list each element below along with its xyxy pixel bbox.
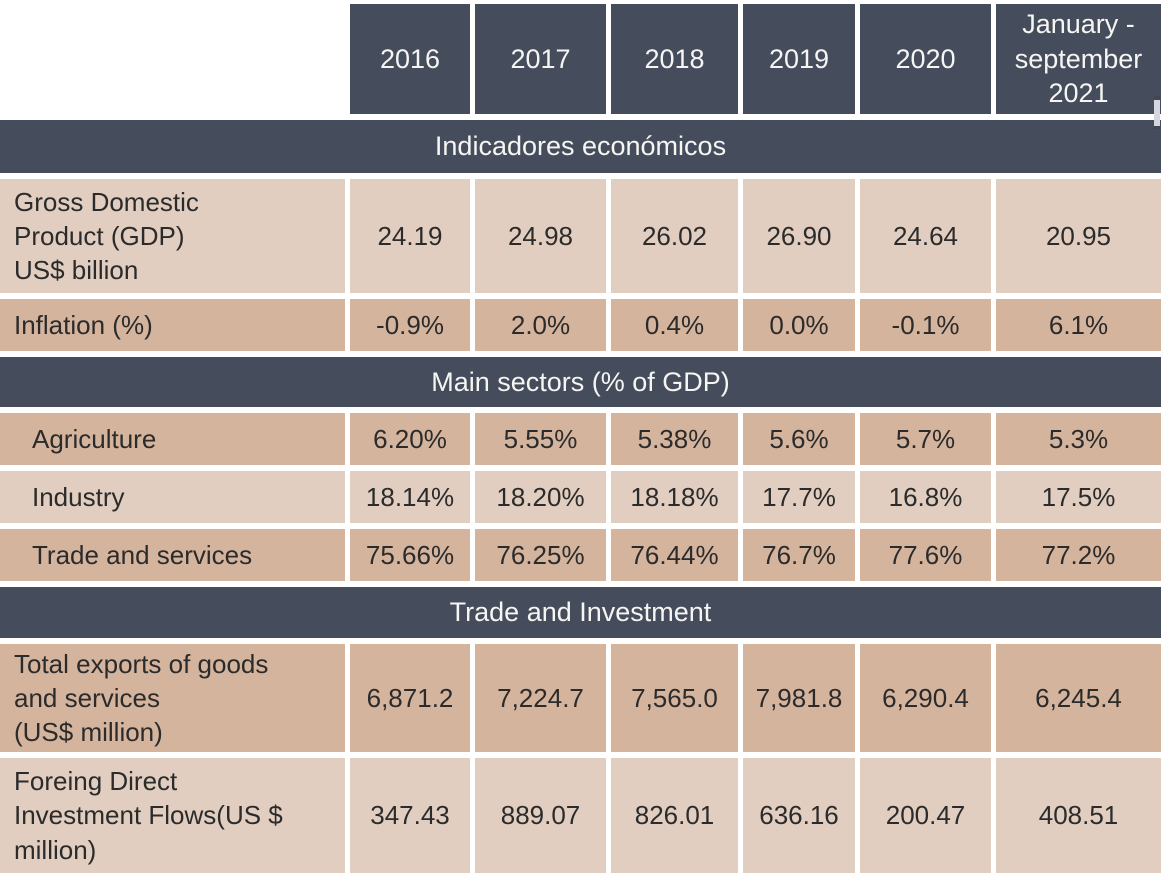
column-header-2020: 2020 bbox=[860, 4, 991, 114]
cell-exports-2019: 7,981.8 bbox=[743, 644, 855, 752]
cell-trade-services-2021: 77.2% bbox=[996, 529, 1161, 581]
section-header-economic-indicators: Indicadores económicos bbox=[0, 120, 1161, 173]
cell-trade-services-2017: 76.25% bbox=[475, 529, 606, 581]
cell-exports-2020: 6,290.4 bbox=[860, 644, 991, 752]
cell-fdi-2016: 347.43 bbox=[350, 758, 470, 873]
cell-inflation-2017: 2.0% bbox=[475, 299, 606, 351]
cell-fdi-2017: 889.07 bbox=[475, 758, 606, 873]
cell-gdp-2017: 24.98 bbox=[475, 179, 606, 293]
row-label-industry: Industry bbox=[0, 471, 345, 523]
row-label-trade-services: Trade and services bbox=[0, 529, 345, 581]
cell-inflation-2019: 0.0% bbox=[743, 299, 855, 351]
cell-industry-2018: 18.18% bbox=[611, 471, 738, 523]
cell-gdp-2018: 26.02 bbox=[611, 179, 738, 293]
cell-agriculture-2017: 5.55% bbox=[475, 413, 606, 465]
column-header-2017: 2017 bbox=[475, 4, 606, 114]
scrollbar-fragment bbox=[1154, 96, 1160, 129]
cell-inflation-2018: 0.4% bbox=[611, 299, 738, 351]
column-header-jan-sep-2021: January - september 2021 bbox=[996, 4, 1161, 114]
cell-exports-2021: 6,245.4 bbox=[996, 644, 1161, 752]
cell-gdp-2016: 24.19 bbox=[350, 179, 470, 293]
cell-fdi-2019: 636.16 bbox=[743, 758, 855, 873]
row-label-agriculture: Agriculture bbox=[0, 413, 345, 465]
row-label-total-exports: Total exports of goods and services (US$… bbox=[0, 644, 345, 752]
cell-gdp-2019: 26.90 bbox=[743, 179, 855, 293]
cell-exports-2016: 6,871.2 bbox=[350, 644, 470, 752]
cell-exports-2018: 7,565.0 bbox=[611, 644, 738, 752]
column-header-2019: 2019 bbox=[743, 4, 855, 114]
cell-industry-2017: 18.20% bbox=[475, 471, 606, 523]
corner-spacer bbox=[0, 4, 345, 114]
cell-industry-2021: 17.5% bbox=[996, 471, 1161, 523]
cell-fdi-2018: 826.01 bbox=[611, 758, 738, 873]
row-label-gdp: Gross Domestic Product (GDP) US$ billion bbox=[0, 179, 345, 293]
cell-agriculture-2019: 5.6% bbox=[743, 413, 855, 465]
row-label-inflation: Inflation (%) bbox=[0, 299, 345, 351]
cell-gdp-2021: 20.95 bbox=[996, 179, 1161, 293]
cell-industry-2019: 17.7% bbox=[743, 471, 855, 523]
cell-trade-services-2020: 77.6% bbox=[860, 529, 991, 581]
cell-agriculture-2021: 5.3% bbox=[996, 413, 1161, 465]
cell-gdp-2020: 24.64 bbox=[860, 179, 991, 293]
cell-agriculture-2016: 6.20% bbox=[350, 413, 470, 465]
cell-industry-2020: 16.8% bbox=[860, 471, 991, 523]
section-header-main-sectors: Main sectors (% of GDP) bbox=[0, 357, 1161, 407]
column-header-2016: 2016 bbox=[350, 4, 470, 114]
cell-fdi-2020: 200.47 bbox=[860, 758, 991, 873]
section-header-trade-investment: Trade and Investment bbox=[0, 587, 1161, 638]
cell-trade-services-2016: 75.66% bbox=[350, 529, 470, 581]
cell-agriculture-2018: 5.38% bbox=[611, 413, 738, 465]
column-header-2018: 2018 bbox=[611, 4, 738, 114]
cell-inflation-2016: -0.9% bbox=[350, 299, 470, 351]
cell-trade-services-2018: 76.44% bbox=[611, 529, 738, 581]
cell-trade-services-2019: 76.7% bbox=[743, 529, 855, 581]
row-label-fdi: Foreing Direct Investment Flows(US $ mil… bbox=[0, 758, 345, 873]
cell-inflation-2020: -0.1% bbox=[860, 299, 991, 351]
cell-inflation-2021: 6.1% bbox=[996, 299, 1161, 351]
cell-exports-2017: 7,224.7 bbox=[475, 644, 606, 752]
cell-fdi-2021: 408.51 bbox=[996, 758, 1161, 873]
cell-agriculture-2020: 5.7% bbox=[860, 413, 991, 465]
cell-industry-2016: 18.14% bbox=[350, 471, 470, 523]
